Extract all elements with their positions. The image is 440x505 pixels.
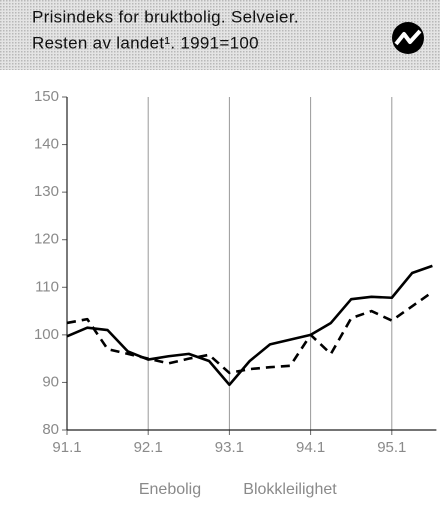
series-line	[66, 264, 433, 387]
x-tick-label: 93.1	[215, 439, 244, 456]
x-tick-label: 92.1	[134, 439, 163, 456]
x-tick-label: 94.1	[296, 439, 325, 456]
x-tick-label: 95.1	[377, 439, 406, 456]
logo	[392, 22, 424, 54]
y-tick-label: 80	[42, 421, 59, 438]
y-tick-label: 140	[34, 136, 59, 153]
x-tick-label: 91.1	[52, 439, 81, 456]
y-tick-label: 120	[34, 231, 59, 248]
chart-title: Prisindeks for bruktbolig. Selveier.	[32, 7, 299, 26]
y-tick-label: 130	[34, 183, 59, 200]
chart-subtitle: Resten av landet¹. 1991=100	[32, 33, 259, 52]
y-tick-label: 110	[35, 278, 59, 295]
series-line	[66, 290, 434, 375]
legend-label: Enebolig	[139, 481, 201, 498]
plot-area: 91.1 92.1 93.1 94.1 95.1 80 90 100 110 120 130 140 1…	[34, 88, 437, 456]
legend-label: Blokkleilighet	[243, 481, 337, 498]
title-banner	[0, 0, 440, 70]
y-tick-label: 90	[42, 373, 59, 390]
y-tick-label: 100	[34, 326, 59, 343]
y-tick-label: 150	[34, 88, 59, 105]
